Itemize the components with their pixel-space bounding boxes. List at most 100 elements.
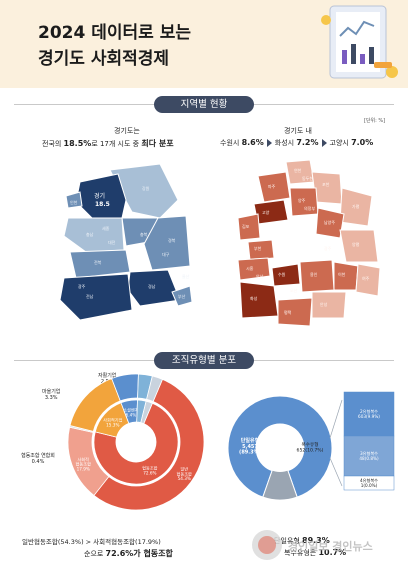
map-city-gapyeong [339,187,373,227]
left-caption-title: 경기도는 [114,127,140,135]
map-left-label: 강원 [142,185,150,191]
map-left-label: 세종 [102,225,110,231]
right-caption-ranking: 수원시 8.6% 화성시 7.2% 고양시 7.0% [220,138,374,147]
map-left-highlight-label: 경기 [94,192,105,200]
donut-outer-slice-label: 사회적 협동조합 17.9% [76,456,92,472]
map-left-label: 전북 [94,259,102,265]
map-region-jeonnam [59,273,133,321]
map-city-namyangju [315,207,345,239]
map-city-suwon [271,263,301,287]
map-region-chungnam [63,217,125,253]
map-left-label: 대전 [108,239,116,245]
map-left-label: 충남 [86,231,94,237]
map-right-label: 파주 [268,183,276,189]
map-left-label: 울산 [182,273,190,279]
region-section-label: 지역별 현황 [154,96,254,113]
map-city-bucheon [247,239,275,261]
map-right-label: 양평 [352,241,360,247]
org-type-donut-chart: 일반 협동조합 54.3% 사회적 협동조합 17.9% 협동조합 72.6% 사회적기업 15.… [67,373,205,511]
map-right-label: 여주 [362,275,370,281]
donut-inner-slice [93,402,179,485]
map-left-label: 대구 [162,251,170,257]
page-title-line1: 2024 데이터로 보는 [38,23,191,43]
map-right-label: 오산 [290,287,298,293]
map-region-busan [171,285,193,307]
pie-slice-label-single: 단일유형 5,457 (89.3%) [239,437,261,456]
single-caption-line1: 단일유형 89.3% [274,536,330,545]
watermark-logo: 경인일보 경인뉴스 [250,528,400,564]
map-right-label: 남양주 [324,219,335,225]
map-city-goyang [253,199,289,225]
map-left-label: 부산 [178,293,186,299]
map-city-siheung [237,257,271,281]
type-section-label: 조직유형별 분포 [154,352,254,369]
report-illustration [321,5,398,79]
left-caption: 전국의 18.5%로 17개 시도 중 최다 분포 [42,139,174,148]
breakdown-connector [329,457,343,487]
type-caption-line1: 일반협동조합(54.3%) > 사회적협동조합(17.9%) [22,538,161,546]
breakdown-bar [343,475,395,491]
header-banner: 2024 데이터로 보는 경기도 사회적경제 [0,0,408,88]
map-left-label: 충북 [140,231,148,237]
pie-slice-label-multi: 복수유형 652(10.7%) [297,441,324,453]
donut-outer-slice [146,375,164,402]
donut-inner-slice-label: 소셜벤처 6.4% [123,406,139,417]
callout-federation: 협동조합 연합회 0.4% [21,453,55,465]
map-right-label: 시흥 [246,265,254,271]
map-right-label: 안성 [320,301,328,307]
chevron-right-icon [321,139,327,147]
donut-hole [117,423,155,461]
type-caption-line2: 순으로 72.6%가 협동조합 [84,549,173,558]
donut-inner-slice-label: 협동조합 72.6% [142,465,158,476]
map-city-gimpo [237,213,261,241]
pie-slice [262,446,298,501]
map-city-anseong [311,291,347,319]
map-right-label: 고양 [262,209,270,215]
map-region-incheon [65,191,83,209]
donut-inner-slice-label: 사회적기업 15.3% [103,416,122,427]
map-city-paju [257,171,291,203]
map-left-label: 전남 [86,293,94,299]
map-right-label: 용인 [310,271,318,277]
callout-village: 마을기업 3.3% [42,389,61,401]
map-right-label: 안산 [256,273,264,279]
breakdown-connector [329,399,343,439]
page-title-line2: 경기도 사회적경제 [38,49,170,69]
map-right-label: 동두천 [302,175,313,181]
breakdown-bar [343,391,395,437]
map-left-label: 경북 [168,237,176,243]
map-right-label: 이천 [338,271,346,277]
donut-outer-slice-label: 일반 협동조합 54.3% [177,465,193,481]
single-multi-pie-chart: 단일유형 5,457 (89.3%) 복수유형 652(10.7%) 2유형복수 603(9… [227,391,395,501]
chevron-right-icon [266,139,272,147]
map-right-label: 포천 [322,181,330,187]
map-city-pyeongtaek [277,297,313,327]
map-left-highlight-value: 18.5 [95,201,110,208]
map-city-yeoju [355,263,381,297]
breakdown-bar-label: 3유형복수 48(0.8%) [359,450,379,461]
map-right-label: 화성 [250,295,258,301]
breakdown-bar-label: 4유형복수 1(0.0%) [360,477,378,488]
map-right-label: 수원 [278,271,286,277]
map-city-hwaseong [239,281,279,319]
map-left-label: 인천 [70,199,78,205]
map-city-yangpyeong [339,229,379,263]
map-right-label: 부천 [254,245,262,251]
watermark-emblem-icon [252,530,282,560]
pie-hole [256,424,304,472]
map-right-label: 의정부 [304,205,315,211]
map-right-label: 평택 [284,309,292,315]
right-caption-title: 경기도 내 [284,127,312,135]
map-left-label: 경남 [148,283,156,289]
map-region-gyeongbuk [143,215,191,271]
map-right-label: 광주 [324,245,332,251]
map-right-label: 가평 [352,203,360,209]
breakdown-bar-label: 2유형복수 603(9.9%) [358,408,380,419]
map-left-label: 광주 [78,283,86,289]
map-right-label: 연천 [294,167,302,173]
